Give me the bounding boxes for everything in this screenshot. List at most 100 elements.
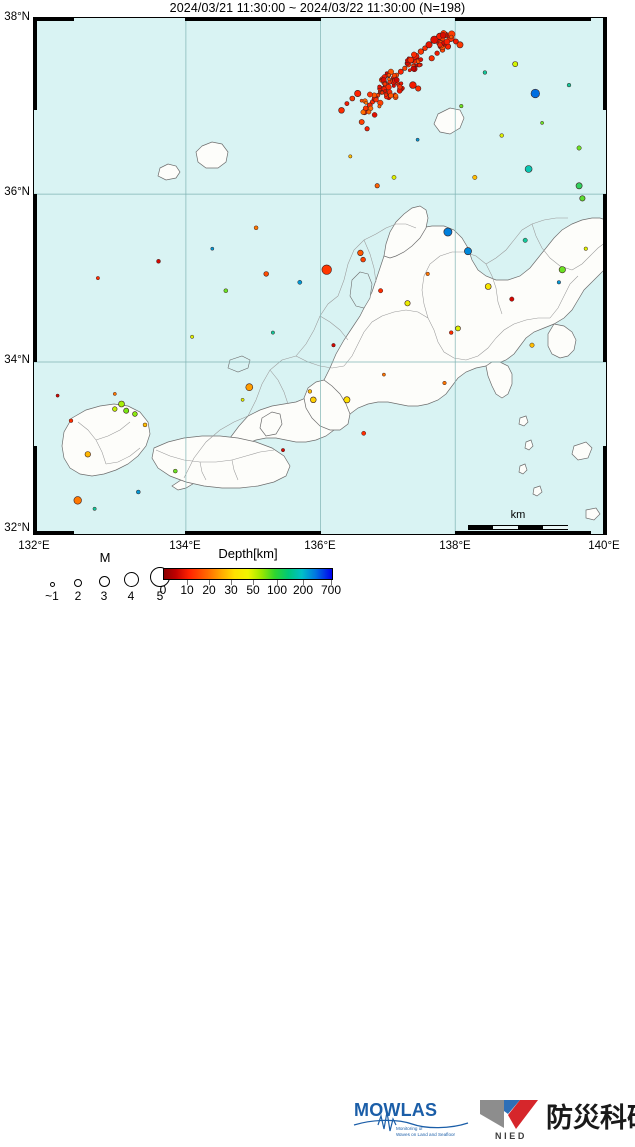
depth-tick-label: 100 [266, 583, 288, 597]
earthquake-epicenter [530, 88, 540, 99]
earthquake-epicenter [484, 283, 492, 290]
magnitude-legend-label: 5 [156, 589, 164, 603]
lat-label-34: 34°N [4, 354, 30, 366]
earthquake-epicenter [558, 266, 566, 274]
depth-legend: Depth[km] 0 10 20 30 50 100 200 700 [160, 546, 342, 604]
depth-tick [303, 580, 304, 585]
earthquake-epicenter [529, 342, 535, 348]
mowlas-logo[interactable]: MOWLAS Monitoring of Waves on Land and S… [352, 1098, 470, 1142]
depth-tick-label: 10 [180, 583, 194, 597]
lat-label-32: 32°N [4, 522, 30, 534]
nied-logo-mark [480, 1100, 538, 1129]
frame-tick-top-1 [34, 18, 74, 21]
earthquake-epicenter [407, 68, 412, 73]
earthquake-epicenter [439, 32, 447, 39]
earthquake-epicenter [397, 84, 403, 90]
frame-tick-left-3 [34, 446, 37, 534]
earthquake-epicenter [112, 406, 118, 412]
depth-tick-label: 200 [292, 583, 314, 597]
earthquake-epicenter [307, 389, 313, 394]
earthquake-epicenter [402, 65, 408, 71]
seismic-map-page: 2024/03/21 11:30:00 ~ 2024/03/22 11:30:0… [4, 1, 635, 1141]
earthquake-epicenter [449, 330, 454, 335]
depth-tick [231, 580, 232, 585]
earthquake-epicenter [404, 300, 411, 307]
lon-label-136: 136°E [304, 540, 336, 552]
earthquake-epicenter [455, 325, 461, 332]
earthquake-epicenter [583, 246, 588, 251]
depth-color-bar [163, 568, 333, 580]
earthquake-epicenter [425, 41, 433, 49]
earthquake-epicenter [388, 92, 394, 99]
earthquake-epicenter [524, 165, 533, 173]
earthquake-epicenter [371, 112, 378, 118]
earthquake-epicenter [459, 104, 464, 109]
earthquake-epicenter [380, 90, 385, 95]
magnitude-legend-circle [98, 576, 110, 587]
magnitude-legend-caption: M [99, 550, 111, 565]
frame-tick-bottom-2 [185, 531, 321, 534]
earthquake-epicenter [410, 65, 417, 72]
frame-tick-top-3 [455, 18, 591, 21]
frame-tick-right-2 [603, 194, 606, 362]
earthquake-epicenter [240, 397, 245, 402]
earthquake-epicenter [360, 109, 366, 115]
earthquake-epicenter [443, 38, 451, 45]
depth-color-bar-ticks [163, 580, 333, 586]
magnitude-legend-circle [49, 582, 55, 587]
svg-text:MOWLAS: MOWLAS [354, 1100, 437, 1120]
frame-tick-top-2 [185, 18, 321, 21]
earthquake-epicenter [391, 83, 396, 88]
earthquake-epicenter [378, 288, 384, 294]
earthquake-epicenter [223, 288, 229, 293]
earthquake-epicenter [576, 145, 582, 151]
depth-tick-label: 700 [320, 583, 342, 597]
depth-tick [277, 580, 278, 585]
earthquake-epicenter [393, 77, 400, 83]
earthquake-epicenter [210, 246, 215, 251]
magnitude-legend-item: 3 [91, 576, 117, 603]
frame-tick-right-1 [603, 18, 606, 110]
earthquake-epicenter [512, 61, 519, 67]
magnitude-legend-item: ~1 [39, 582, 65, 603]
earthquake-epicenter [68, 418, 74, 423]
mowlas-subtitle: Monitoring of Waves on Land and Seafloor [396, 1126, 455, 1138]
earthquake-epicenter [417, 48, 425, 55]
frame-tick-left-2 [34, 194, 37, 362]
earthquake-epicenter [409, 81, 417, 89]
earthquake-epicenter [359, 98, 364, 103]
page-title: 2024/03/21 11:30:00 ~ 2024/03/22 11:30:0… [169, 1, 466, 15]
scale-bar-line [468, 525, 568, 530]
earthquake-epicenter [382, 81, 388, 87]
earthquake-epicenter [456, 41, 464, 49]
map-container[interactable]: km 0 50 100 [33, 17, 607, 535]
earthquake-epicenter [310, 396, 317, 403]
earthquake-epicenter [348, 154, 353, 159]
earthquake-epicenter [464, 247, 472, 256]
earthquake-epicenter [364, 126, 370, 132]
earthquake-epicenter [118, 400, 125, 408]
earthquake-epicenter [190, 334, 195, 339]
lat-label-38: 38°N [4, 11, 30, 23]
earthquake-epicenter [540, 121, 544, 125]
earthquake-epicenter [349, 95, 356, 102]
earthquake-epicenter [425, 271, 430, 276]
earthquake-epicenter [362, 105, 369, 111]
magnitude-legend-label: ~1 [45, 589, 59, 603]
earthquake-epicenter [253, 225, 259, 231]
depth-tick [187, 580, 188, 585]
nied-logo[interactable]: NIED 防災科研 [478, 1098, 635, 1144]
earthquake-epicenter [386, 73, 391, 78]
magnitude-legend-label: 2 [74, 589, 82, 603]
earthquake-epicenter [92, 506, 97, 511]
earthquake-epicenter [472, 174, 478, 180]
map-frame: km 0 50 100 [33, 17, 607, 535]
earthquake-epicenter [437, 42, 443, 48]
earthquake-epicenter [132, 411, 138, 417]
earthquake-epicenter [556, 280, 561, 285]
magnitude-legend: M ~1 2 3 4 5 [39, 550, 170, 604]
earthquake-epicenter [73, 496, 82, 505]
earthquake-epicenter [397, 68, 404, 75]
earthquake-epicenter [84, 451, 91, 458]
frame-tick-left-1 [34, 18, 37, 110]
